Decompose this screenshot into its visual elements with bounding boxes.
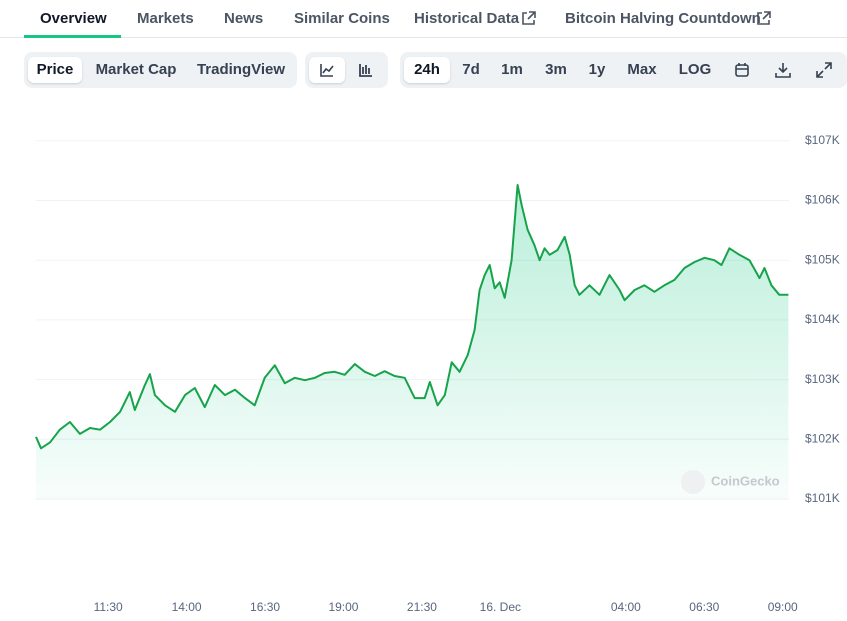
download-button[interactable] (769, 57, 797, 83)
line-icon (320, 64, 334, 77)
range-button[interactable]: 3m (545, 61, 567, 78)
tab[interactable]: Overview (40, 10, 107, 27)
tab[interactable]: Historical Data (414, 10, 520, 27)
x-tick-label: 16. Dec (480, 600, 521, 614)
tab-underline (24, 35, 121, 38)
calendar-icon (735, 63, 749, 77)
price-area (36, 185, 789, 499)
external-link-icon (522, 11, 536, 25)
range-button[interactable]: 24h (404, 57, 450, 83)
x-tick-label: 16:30 (250, 600, 280, 614)
calendar-button[interactable] (728, 57, 756, 83)
line-chart-button[interactable] (309, 57, 345, 83)
x-tick-label: 06:30 (689, 600, 719, 614)
tab[interactable]: News (224, 10, 264, 27)
range-button[interactable]: 7d (462, 61, 480, 78)
x-tick-label: 11:30 (94, 600, 123, 614)
y-tick-label: $105K (805, 252, 840, 266)
download-icon (775, 63, 791, 78)
x-tick-label: 04:00 (611, 600, 641, 614)
range-button[interactable]: 1y (588, 61, 606, 78)
range-button[interactable]: LOG (678, 61, 712, 78)
y-tick-label: $102K (805, 431, 840, 445)
y-tick-label: $103K (805, 372, 840, 386)
x-tick-label: 09:00 (768, 600, 798, 614)
range-button[interactable]: 1m (501, 61, 523, 78)
price-line (35, 184, 789, 450)
tab-divider (0, 37, 847, 38)
tab[interactable]: Similar Coins (294, 10, 390, 27)
metric-button[interactable]: Price (28, 57, 82, 83)
watermark-logo (681, 470, 705, 494)
metric-button[interactable]: TradingView (196, 61, 286, 78)
y-tick-label: $107K (805, 133, 840, 147)
range-group (400, 52, 847, 88)
x-tick-label: 19:00 (328, 600, 358, 614)
y-tick-label: $101K (805, 491, 840, 505)
candle-icon (359, 64, 372, 77)
x-tick-label: 14:00 (172, 600, 202, 614)
tab[interactable]: Markets (137, 10, 194, 27)
y-tick-label: $106K (805, 193, 840, 207)
candle-chart-button[interactable] (348, 57, 384, 83)
fullscreen-button[interactable] (810, 57, 838, 83)
watermark: CoinGecko (711, 473, 780, 488)
range-button[interactable]: Max (627, 61, 657, 78)
y-tick-label: $104K (805, 312, 840, 326)
x-tick-label: 21:30 (407, 600, 437, 614)
external-link-icon (757, 11, 771, 25)
metric-button[interactable]: Market Cap (95, 61, 177, 78)
tab[interactable]: Bitcoin Halving Countdown (565, 10, 761, 27)
fullscreen-icon (816, 62, 832, 78)
